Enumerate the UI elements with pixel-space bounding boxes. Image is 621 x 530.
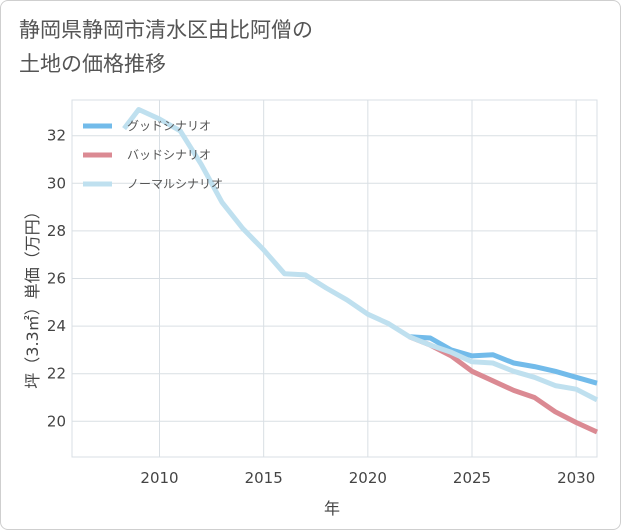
- y-tick-label: 22: [47, 365, 66, 383]
- series-line-3: [122, 107, 599, 403]
- y-tick-label: 26: [47, 270, 66, 288]
- x-tick-label: 2015: [245, 469, 283, 487]
- chart-title: 静岡県静岡市清水区由比阿僧の 土地の価格推移: [19, 18, 313, 76]
- x-tick-label: 2020: [349, 469, 387, 487]
- y-tick-label: 20: [47, 412, 66, 430]
- y-tick-label: 32: [47, 127, 66, 145]
- x-axis-ticks: 2010 2015 2020 2025 2030: [140, 469, 595, 487]
- y-axis-label: 坪（3.3㎡）単価（万円）: [23, 203, 42, 388]
- series-line-2: [408, 334, 599, 435]
- y-tick-label: 30: [47, 174, 66, 192]
- legend-label: グッドシナリオ: [127, 119, 211, 133]
- series-lines: [122, 107, 599, 435]
- x-tick-label: 2030: [557, 469, 595, 487]
- legend-label: バッドシナリオ: [127, 148, 211, 162]
- x-axis-label: 年: [324, 499, 340, 518]
- x-tick-label: 2010: [140, 469, 178, 487]
- series-line-1: [409, 334, 598, 386]
- x-tick-label: 2025: [453, 469, 491, 487]
- y-tick-label: 24: [47, 317, 66, 335]
- legend-label: ノーマルシナリオ: [127, 177, 223, 191]
- y-tick-label: 28: [47, 222, 66, 240]
- grid: [71, 99, 598, 458]
- y-axis-ticks: 20 22 24 26 28 30 32: [47, 127, 66, 431]
